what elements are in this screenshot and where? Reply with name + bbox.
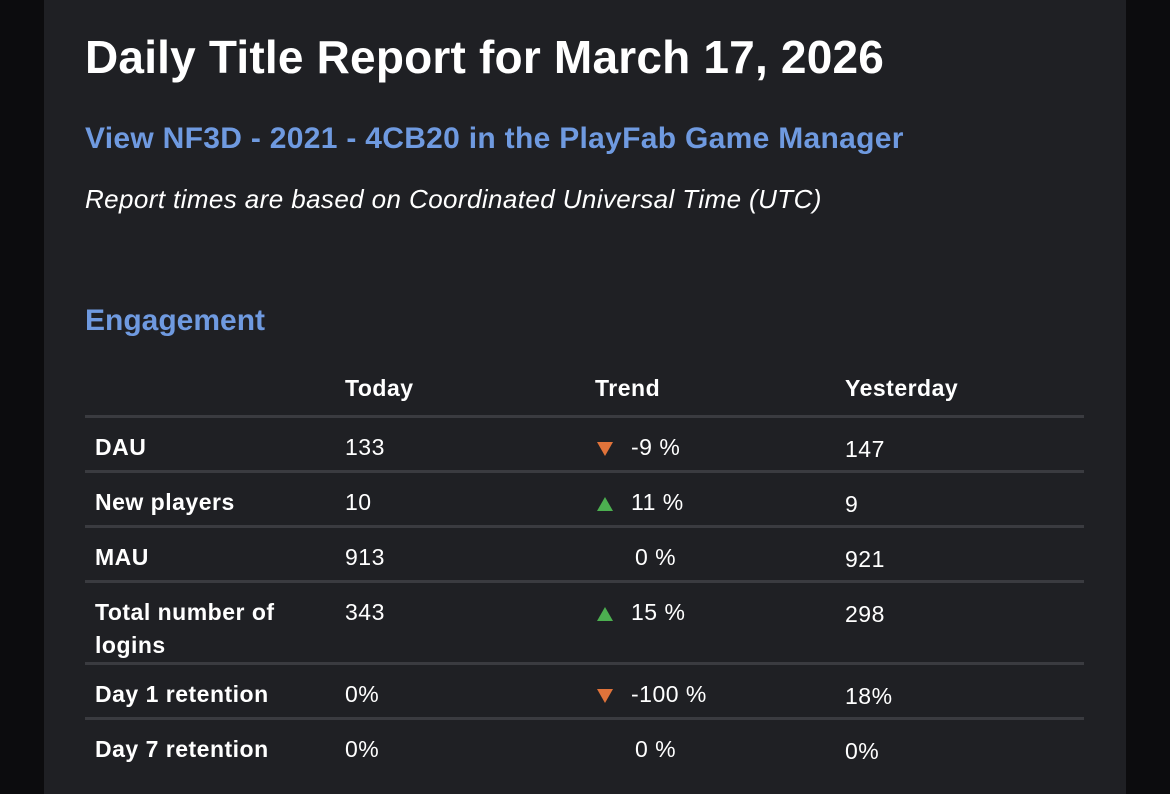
today-value: 913 xyxy=(335,526,585,583)
column-header: Yesterday xyxy=(835,362,1084,418)
today-value: 0% xyxy=(345,736,380,762)
yesterday-value: 921 xyxy=(835,526,1084,583)
engagement-table: Today Trend Yesterday DAU 133 -9 % 147 New pla… xyxy=(85,362,1084,772)
row-label: Day 1 retention xyxy=(85,663,335,720)
table-row: Day 1 retention 0% -100 % 18% xyxy=(85,663,1084,720)
trend-value: 0 % xyxy=(635,736,677,762)
trend-cell: 0 % xyxy=(585,526,835,583)
yesterday-value: 298 xyxy=(835,581,1084,665)
yesterday-value: 0% xyxy=(845,738,880,764)
trend-arrow xyxy=(597,496,613,511)
trend-cell: -100 % xyxy=(585,663,835,720)
row-label: New players xyxy=(85,471,335,528)
trend-arrow xyxy=(597,688,613,703)
report-panel: Daily Title Report for March 17, 2026 Vi… xyxy=(44,0,1126,794)
today-value: 0% xyxy=(335,663,585,720)
column-header: Trend xyxy=(585,362,835,418)
header-row: Today Trend Yesterday xyxy=(85,362,1084,418)
today-value: 10 xyxy=(335,471,585,528)
yesterday-value: 9 xyxy=(835,471,1084,528)
trend-value: -9 % xyxy=(631,434,681,460)
yesterday-value: 18% xyxy=(835,663,1084,720)
row-label: DAU xyxy=(85,416,335,473)
column-header: Today xyxy=(335,362,585,418)
timezone-note: Report times are based on Coordinated Un… xyxy=(85,184,822,214)
trend-arrow xyxy=(597,606,613,621)
today-value: 133 xyxy=(335,416,585,473)
table-row: Total number of logins 343 15 % 298 xyxy=(85,581,1084,665)
trend-cell: 15 % xyxy=(585,581,835,665)
row-label: Total number of logins xyxy=(85,581,335,665)
trend-cell: 11 % xyxy=(585,471,835,528)
table-row: New players 10 11 % 9 xyxy=(85,471,1084,528)
trend-value: 0 % xyxy=(635,544,677,570)
table-row: MAU 913 0 % 921 xyxy=(85,526,1084,583)
today-value: 343 xyxy=(335,581,585,665)
trend-value: -100 % xyxy=(631,681,707,707)
trend-cell: -9 % xyxy=(585,416,835,473)
trend-value: 11 % xyxy=(631,489,684,515)
trend-cell: 0 % xyxy=(585,719,835,773)
game-manager-link[interactable]: View NF3D - 2021 - 4CB20 in the PlayFab … xyxy=(85,122,904,155)
table-row: Day 7 retention 0% 0 % 0% xyxy=(85,719,1084,773)
header-cell xyxy=(85,362,335,418)
section-title: Engagement xyxy=(85,304,266,337)
row-label: MAU xyxy=(85,526,335,583)
trend-arrow xyxy=(597,441,613,456)
yesterday-value: 147 xyxy=(835,416,1084,473)
row-label: Day 7 retention xyxy=(95,736,269,762)
table-row: DAU 133 -9 % 147 xyxy=(85,416,1084,473)
trend-value: 15 % xyxy=(631,599,686,625)
report-title: Daily Title Report for March 17, 2026 xyxy=(85,31,885,83)
